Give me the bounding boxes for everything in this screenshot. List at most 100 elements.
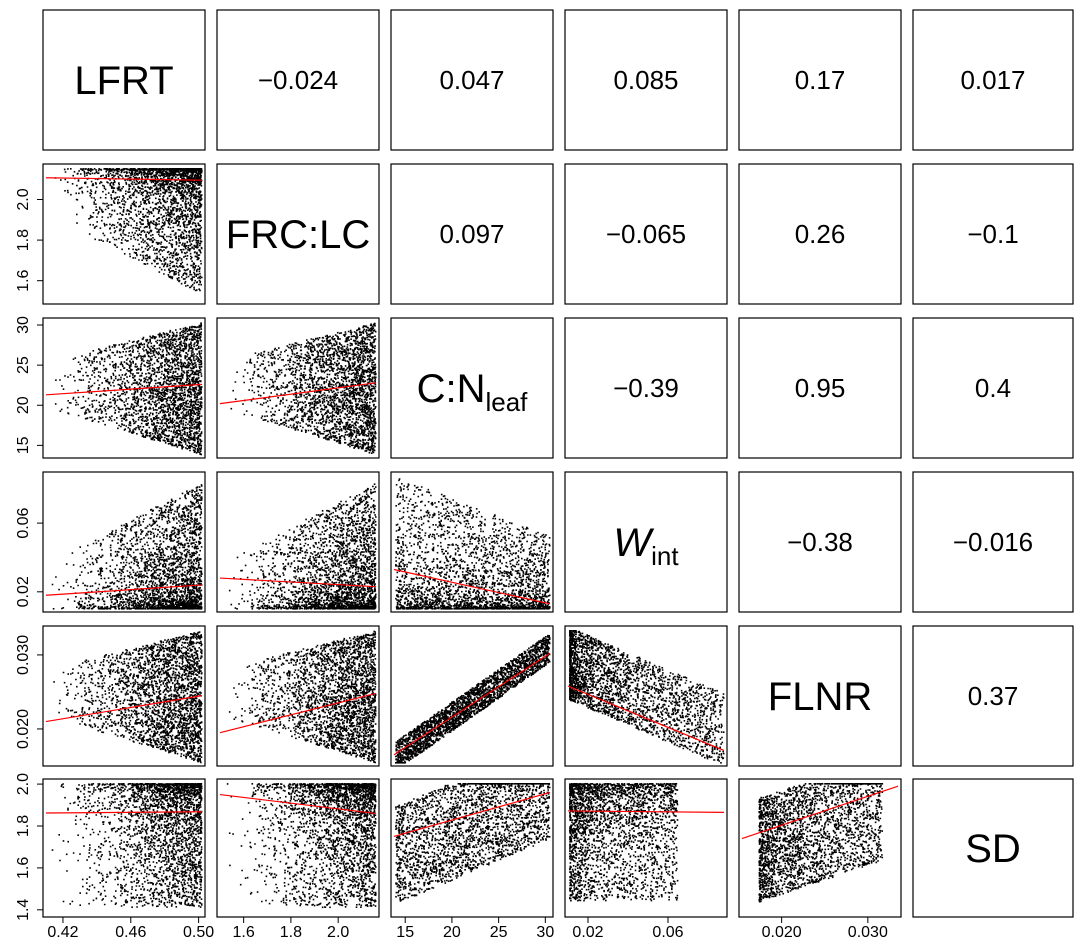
ytick-label-r5-1: 1.6 xyxy=(15,857,32,879)
fit-line-r3-c1 xyxy=(219,577,377,588)
points-r2-c1 xyxy=(230,322,377,454)
panel-r4-c0 xyxy=(42,625,206,767)
ytick-label-r2-1: 20 xyxy=(15,396,32,414)
xtick-label-c2-3: 30 xyxy=(536,924,554,941)
fit-line-r5-c2 xyxy=(393,791,551,838)
panel-r0-c4 xyxy=(738,9,902,151)
panel-r0-c3 xyxy=(564,9,728,151)
fit-line-r4-c3 xyxy=(567,685,725,751)
fit-line-r3-c2 xyxy=(393,568,551,605)
fit-line-r4-c1 xyxy=(219,692,377,734)
fit-line-r4-c2 xyxy=(393,652,551,756)
diagonal-label-0: LFRT xyxy=(74,59,173,103)
correlation-r4-c5: 0.37 xyxy=(968,681,1019,711)
ytick-label-r5-2: 1.8 xyxy=(15,815,32,837)
fit-line-r1-c0 xyxy=(45,177,203,181)
scatter-r2-c0 xyxy=(54,322,203,456)
panel-r1-c2 xyxy=(390,163,554,305)
correlation-r3-c5: −0.016 xyxy=(953,527,1033,557)
diagonal-label-3: Wint xyxy=(613,521,679,571)
panel-r3-c5 xyxy=(912,471,1074,613)
xtick-label-c4-1: 0.030 xyxy=(848,924,888,941)
panel-r0-c5 xyxy=(912,9,1074,151)
correlation-r1-c3: −0.065 xyxy=(606,219,686,249)
panel-r5-c2 xyxy=(390,778,554,918)
panel-r0-c2 xyxy=(390,9,554,151)
fit-line-r3-c0 xyxy=(45,584,203,596)
scatter-r3-c2 xyxy=(395,478,551,610)
panel-r4-c5 xyxy=(912,625,1074,767)
panel-r0-c1 xyxy=(216,9,380,151)
ytick-label-r3-0: 0.02 xyxy=(15,576,32,607)
panel-r2-c5 xyxy=(912,317,1074,459)
panel-r4-c4 xyxy=(738,625,902,767)
points-r3-c2 xyxy=(395,478,551,610)
fit-line-r2-c1 xyxy=(219,382,377,405)
xtick-label-c2-0: 15 xyxy=(396,924,414,941)
correlation-r0-c4: 0.17 xyxy=(795,65,846,95)
correlation-r1-c4: 0.26 xyxy=(795,219,846,249)
fit-line-r5-c4 xyxy=(741,785,899,840)
panel-r2-c1 xyxy=(216,317,380,459)
correlation-r2-c5: 0.4 xyxy=(975,373,1011,403)
fit-line-r5-c1 xyxy=(219,793,377,815)
points-r5-c0 xyxy=(51,783,203,908)
points-r5-c1 xyxy=(226,783,377,909)
ytick-label-r4-1: 0.030 xyxy=(15,635,32,675)
xtick-label-c0-1: 0.46 xyxy=(115,924,146,941)
xtick-label-c2-1: 20 xyxy=(443,924,461,941)
correlation-r3-c4: −0.38 xyxy=(787,527,853,557)
correlation-r0-c5: 0.017 xyxy=(960,65,1025,95)
panel-r1-c3 xyxy=(564,163,728,305)
points-r3-c1 xyxy=(228,483,377,610)
panel-r2-c3 xyxy=(564,317,728,459)
xtick-label-c3-0: 0.02 xyxy=(572,924,603,941)
panel-r5-c5 xyxy=(912,778,1074,918)
correlation-r0-c2: 0.047 xyxy=(439,65,504,95)
scatter-r4-c2 xyxy=(395,634,551,764)
scatter-r5-c0 xyxy=(51,783,203,908)
xtick-label-c1-1: 1.8 xyxy=(280,924,302,941)
points-r4-c1 xyxy=(228,630,377,764)
xtick-label-c1-2: 2.0 xyxy=(327,924,349,941)
points-r4-c3 xyxy=(569,630,725,764)
correlation-r1-c2: 0.097 xyxy=(439,219,504,249)
scatter-r4-c0 xyxy=(53,631,203,764)
correlation-r2-c3: −0.39 xyxy=(613,373,679,403)
correlation-r2-c4: 0.95 xyxy=(795,373,846,403)
scatter-r3-c1 xyxy=(228,483,377,610)
ytick-label-r2-3: 30 xyxy=(15,316,32,334)
xtick-label-c0-0: 0.42 xyxy=(47,924,78,941)
ytick-label-r5-0: 1.4 xyxy=(15,899,32,921)
panel-r3-c4 xyxy=(738,471,902,613)
points-r2-c0 xyxy=(54,322,203,456)
ytick-label-r3-1: 0.06 xyxy=(15,507,32,538)
fit-line-r2-c0 xyxy=(45,383,203,396)
fit-line-r5-c3 xyxy=(567,810,725,813)
xtick-label-c3-1: 0.06 xyxy=(652,924,683,941)
xtick-label-c4-0: 0.020 xyxy=(762,924,802,941)
scatter-r5-c4 xyxy=(758,783,884,903)
scatter-r4-c1 xyxy=(228,630,377,764)
ytick-label-r5-3: 2.0 xyxy=(15,773,32,795)
diagonal-label-1: FRC:LC xyxy=(226,213,370,257)
panel-r2-c2 xyxy=(390,317,554,459)
xtick-label-c1-0: 1.6 xyxy=(233,924,255,941)
fit-line-r5-c0 xyxy=(45,811,203,814)
points-r3-c0 xyxy=(51,484,203,610)
scatter-r2-c1 xyxy=(230,322,377,454)
panel-r1-c5 xyxy=(912,163,1074,305)
correlation-r0-c1: −0.024 xyxy=(258,65,338,95)
scatter-r5-c1 xyxy=(226,783,377,909)
points-r5-c3 xyxy=(569,783,679,902)
panels-layer xyxy=(42,9,1074,918)
xtick-label-c2-2: 25 xyxy=(490,924,508,941)
ytick-label-r1-0: 1.6 xyxy=(15,269,32,291)
scatter-r5-c2 xyxy=(395,783,551,902)
points-r4-c0 xyxy=(53,631,203,764)
points-r5-c4 xyxy=(758,783,884,903)
ytick-label-r2-2: 25 xyxy=(15,356,32,374)
panel-r1-c4 xyxy=(738,163,902,305)
diagonal-label-5: SD xyxy=(965,827,1021,871)
scatter-r5-c3 xyxy=(569,783,679,902)
